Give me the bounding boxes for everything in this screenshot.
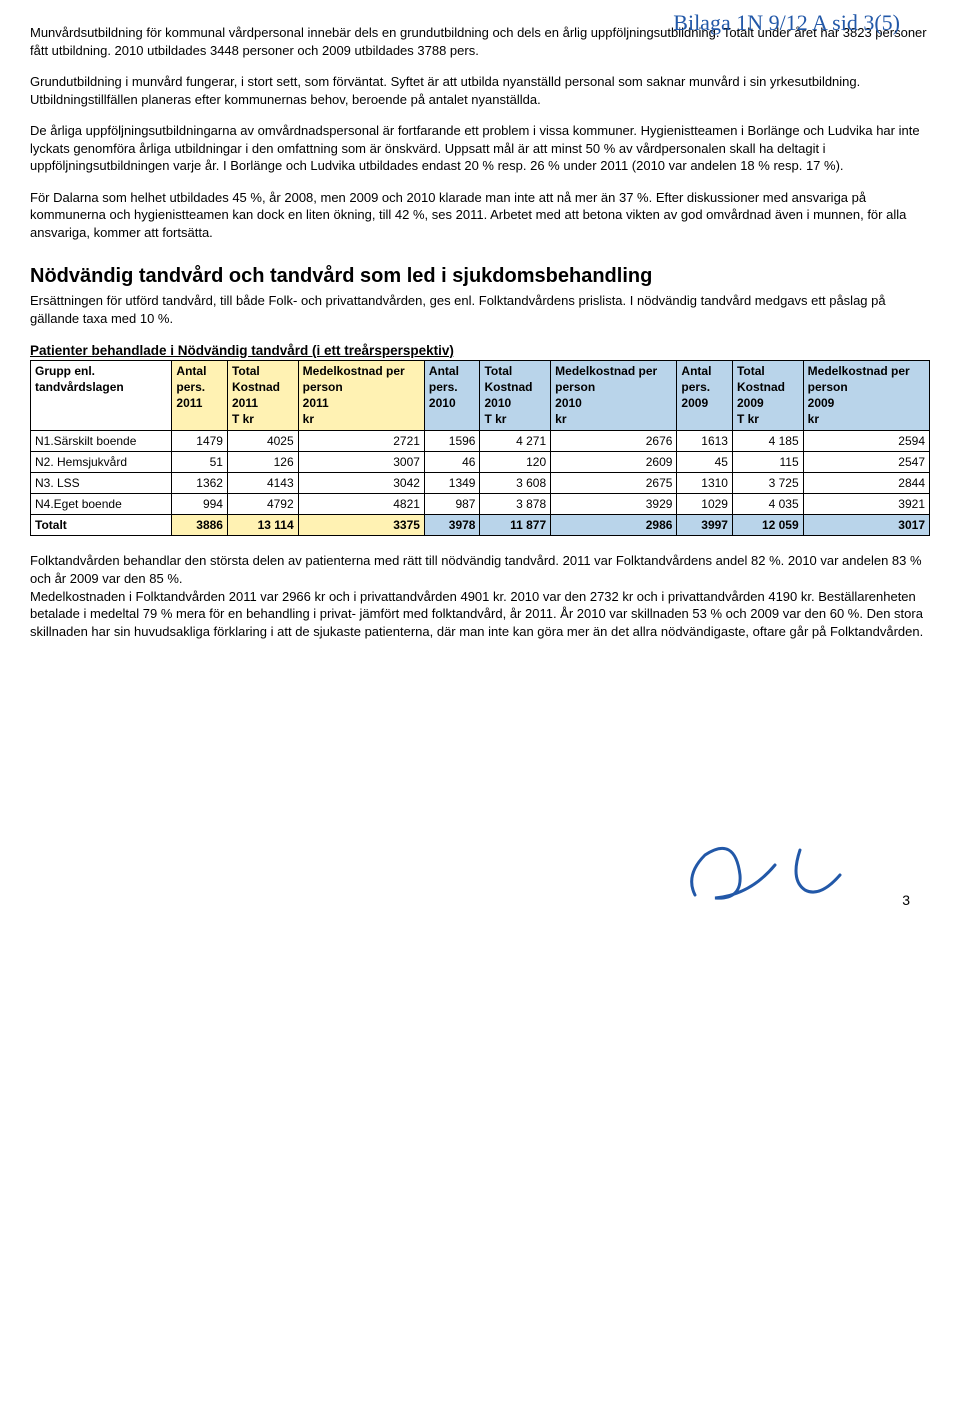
table-cell: 3929 [551,494,677,515]
table-row: N1.Särskilt boende14794025272115964 2712… [31,430,930,451]
signature [680,840,860,910]
table-cell: 3 878 [480,494,551,515]
table-row: N2. Hemsjukvård5112630074612026094511525… [31,451,930,472]
table-cell: 2609 [551,451,677,472]
table-cell: 987 [424,494,480,515]
table-header-cell: TotalKostnad2010T kr [480,360,551,430]
table-cell: 3 608 [480,472,551,493]
table-cell: 3 725 [732,472,803,493]
table-header-cell: Medelkostnad perperson2009kr [803,360,929,430]
table-cell: 1029 [677,494,733,515]
table-row-label: N2. Hemsjukvård [31,451,172,472]
table-row-label: N4.Eget boende [31,494,172,515]
page-number: 3 [902,891,910,910]
table-total-row: Totalt388613 1143375397811 8772986399712… [31,515,930,536]
table-header-cell: TotalKostnad2009T kr [732,360,803,430]
data-table: Grupp enl.tandvårdslagenAntalpers.2011To… [30,360,930,537]
table-row-label: Totalt [31,515,172,536]
table-cell: 2547 [803,451,929,472]
table-cell: 1613 [677,430,733,451]
table-header-cell: Medelkostnad perperson2010kr [551,360,677,430]
table-cell: 12 059 [732,515,803,536]
table-cell: 4792 [227,494,298,515]
table-header-cell: Antalpers.2011 [172,360,228,430]
table-cell: 3375 [298,515,424,536]
table-header-cell: Grupp enl.tandvårdslagen [31,360,172,430]
table-header-cell: TotalKostnad2011T kr [227,360,298,430]
table-row: N4.Eget boende994479248219873 8783929102… [31,494,930,515]
table-cell: 2721 [298,430,424,451]
table-cell: 1362 [172,472,228,493]
table-cell: 46 [424,451,480,472]
footer-area: 3 [30,840,930,920]
paragraph-3: De årliga uppföljningsutbildningarna av … [30,122,930,175]
table-cell: 11 877 [480,515,551,536]
paragraph-after-table: Folktandvården behandlar den största del… [30,552,930,640]
table-cell: 2676 [551,430,677,451]
table-cell: 120 [480,451,551,472]
table-cell: 3007 [298,451,424,472]
table-cell: 3978 [424,515,480,536]
table-cell: 994 [172,494,228,515]
paragraph-2: Grundutbildning i munvård fungerar, i st… [30,73,930,108]
table-cell: 1310 [677,472,733,493]
table-cell: 13 114 [227,515,298,536]
table-cell: 2986 [551,515,677,536]
table-cell: 115 [732,451,803,472]
handwritten-annotation-top: Bilaga 1N 9/12 A sid 3(5) [673,8,900,38]
table-cell: 3042 [298,472,424,493]
table-cell: 3017 [803,515,929,536]
table-cell: 4821 [298,494,424,515]
table-cell: 1596 [424,430,480,451]
table-header-cell: Medelkostnad perperson2011kr [298,360,424,430]
table-row-label: N1.Särskilt boende [31,430,172,451]
table-cell: 1479 [172,430,228,451]
table-cell: 3921 [803,494,929,515]
table-cell: 3997 [677,515,733,536]
table-cell: 2594 [803,430,929,451]
table-cell: 126 [227,451,298,472]
table-cell: 4 035 [732,494,803,515]
table-cell: 3886 [172,515,228,536]
table-cell: 45 [677,451,733,472]
section-intro: Ersättningen för utförd tandvård, till b… [30,292,930,327]
section-title: Nödvändig tandvård och tandvård som led … [30,263,930,290]
paragraph-4: För Dalarna som helhet utbildades 45 %, … [30,189,930,242]
table-cell: 4025 [227,430,298,451]
table-cell: 4 185 [732,430,803,451]
table-caption: Patienter behandlade i Nödvändig tandvår… [30,342,930,360]
table-cell: 2844 [803,472,929,493]
table-header-cell: Antalpers.2010 [424,360,480,430]
table-row-label: N3. LSS [31,472,172,493]
table-cell: 51 [172,451,228,472]
table-row: N3. LSS13624143304213493 608267513103 72… [31,472,930,493]
table-cell: 4143 [227,472,298,493]
table-cell: 1349 [424,472,480,493]
table-cell: 2675 [551,472,677,493]
table-header-cell: Antalpers.2009 [677,360,733,430]
table-cell: 4 271 [480,430,551,451]
